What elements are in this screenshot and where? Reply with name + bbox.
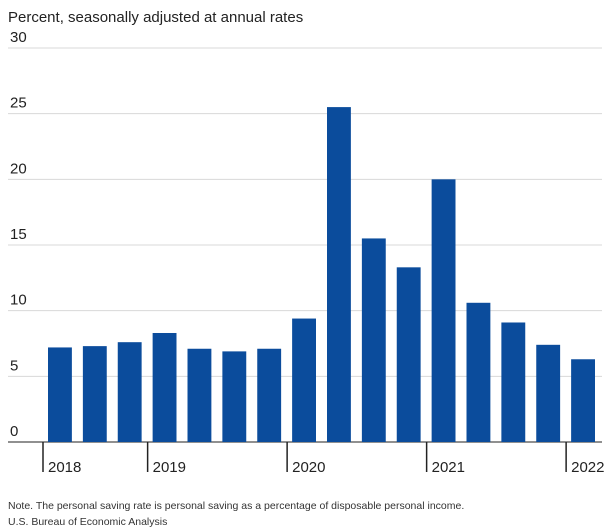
y-tick-label: 0	[10, 423, 18, 440]
x-tick-label: 2019	[153, 459, 186, 476]
bar	[222, 351, 247, 442]
bar	[396, 267, 421, 442]
y-tick-label: 20	[10, 160, 27, 177]
x-tick-label: 2021	[432, 459, 465, 476]
bar	[152, 332, 177, 442]
bar	[327, 107, 351, 442]
chart-source: U.S. Bureau of Economic Analysis	[8, 516, 167, 528]
bar	[466, 302, 491, 442]
bar	[257, 348, 282, 442]
bar	[82, 346, 107, 442]
x-tick-label: 2022	[571, 459, 604, 476]
y-tick-label: 10	[10, 292, 27, 309]
chart-note: Note. The personal saving rate is person…	[8, 500, 464, 512]
y-tick-label: 30	[10, 29, 27, 46]
bar	[117, 342, 142, 442]
x-tick-label: 2018	[48, 459, 81, 476]
bar	[431, 179, 456, 443]
y-tick-label: 15	[10, 226, 27, 243]
bar	[501, 322, 526, 442]
bar	[361, 238, 386, 442]
x-tick-label: 2020	[292, 459, 325, 476]
chart-subtitle: Percent, seasonally adjusted at annual r…	[8, 9, 303, 26]
bar	[571, 359, 595, 442]
bar	[48, 347, 72, 442]
y-tick-label: 25	[10, 95, 27, 112]
bar	[536, 344, 561, 442]
bar	[187, 348, 212, 442]
bar	[292, 318, 316, 442]
y-tick-label: 5	[10, 357, 18, 374]
